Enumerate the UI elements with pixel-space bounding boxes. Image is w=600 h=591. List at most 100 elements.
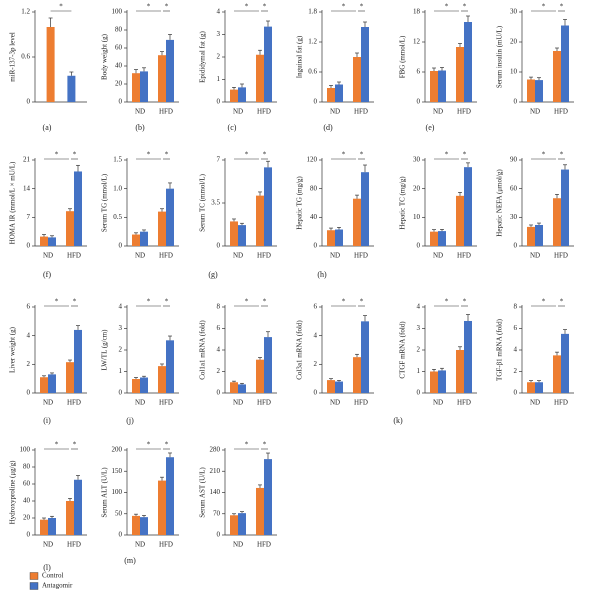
y-tick-label: 8: [217, 303, 221, 311]
bar: [166, 340, 174, 393]
x-tick-label: HFD: [159, 399, 173, 407]
y-tick-label: 80: [115, 26, 123, 34]
significance-star: *: [463, 298, 467, 306]
panel-label: (f): [43, 270, 51, 279]
y-tick-label: 0: [417, 98, 421, 106]
bar: [48, 374, 56, 393]
y-tick-label: 140: [210, 488, 221, 496]
bar: [553, 198, 561, 246]
significance-star: *: [147, 151, 151, 159]
bar: [230, 515, 238, 535]
significance-star: *: [445, 3, 449, 11]
y-tick-label: 0: [119, 98, 123, 106]
x-tick-label: ND: [135, 252, 145, 260]
y-tick-label: 4: [314, 331, 318, 339]
y-axis-label: Hydroxyproline (μg/g): [9, 460, 17, 524]
x-tick-label: HFD: [457, 252, 471, 260]
panel-label: (d): [323, 123, 333, 132]
y-tick-label: 210: [210, 467, 221, 475]
y-tick-label: 20: [23, 514, 31, 522]
y-tick-label: 1.5: [113, 156, 122, 164]
x-tick-label: HFD: [257, 108, 271, 116]
y-tick-label: 0: [119, 389, 123, 397]
bar: [456, 350, 464, 393]
significance-star: *: [360, 151, 364, 159]
significance-star: *: [55, 441, 59, 449]
x-tick-label: HFD: [554, 399, 568, 407]
y-tick-label: 8: [514, 303, 518, 311]
x-tick-label: ND: [330, 108, 340, 116]
bar: [535, 224, 543, 246]
significance-star: *: [463, 151, 467, 159]
bar: [74, 171, 82, 246]
y-tick-label: 0: [514, 242, 518, 250]
bar: [353, 198, 361, 246]
bar: [132, 73, 140, 102]
y-axis-label: Serum TC (mmol/L): [199, 173, 207, 231]
legend-swatch: [29, 582, 39, 590]
y-axis-label: Body weight (g): [101, 33, 109, 80]
x-tick-label: HFD: [354, 252, 368, 260]
bar: [527, 79, 535, 102]
y-tick-label: 200: [112, 446, 123, 454]
significance-star: *: [245, 441, 249, 449]
bar: [527, 382, 535, 393]
y-tick-label: 3: [417, 324, 421, 332]
bar: [48, 518, 56, 535]
y-axis-label: Serum insulin (mU/L): [496, 25, 504, 88]
bar: [335, 381, 343, 393]
x-tick-label: ND: [433, 252, 443, 260]
panel-label: (a): [43, 123, 52, 132]
y-tick-label: 20: [115, 80, 123, 88]
bar: [132, 515, 140, 535]
y-axis-label: Epididymal fat (g): [199, 30, 207, 82]
x-tick-label: HFD: [554, 108, 568, 116]
significance-star: *: [165, 3, 169, 11]
bar: [230, 221, 238, 246]
bar: [166, 457, 174, 535]
y-tick-label: 20: [413, 184, 421, 192]
y-tick-label: 10: [413, 213, 421, 221]
y-tick-label: 1.2: [21, 8, 30, 16]
bar: [230, 382, 238, 393]
y-tick-label: 80: [310, 184, 318, 192]
significance-star: *: [560, 151, 564, 159]
y-tick-label: 150: [112, 467, 123, 475]
x-tick-label: ND: [43, 541, 53, 549]
bar: [361, 172, 369, 246]
y-tick-label: 4: [417, 303, 421, 311]
y-tick-label: 2: [217, 367, 221, 375]
bar: [230, 89, 238, 102]
y-tick-label: 4: [119, 303, 123, 311]
significance-star: *: [165, 298, 169, 306]
y-tick-label: 18: [413, 8, 421, 16]
y-axis-label: Hepatic TG (mg/g): [296, 176, 304, 230]
y-tick-label: 20: [510, 38, 518, 46]
bar: [238, 513, 246, 535]
y-tick-label: 0: [27, 242, 31, 250]
bar: [430, 71, 438, 102]
y-tick-label: 4: [27, 331, 31, 339]
panel-label: (h): [317, 270, 327, 279]
x-tick-label: HFD: [354, 399, 368, 407]
bar: [561, 25, 569, 102]
bar: [456, 195, 464, 246]
panel-label: (c): [228, 123, 237, 132]
significance-star: *: [59, 3, 63, 11]
bar: [256, 195, 264, 246]
y-tick-label: 1: [217, 75, 221, 83]
y-tick-label: 0.6: [21, 53, 30, 61]
bar: [335, 229, 343, 246]
significance-star: *: [245, 3, 249, 11]
bar: [561, 333, 569, 393]
y-tick-label: 0: [119, 242, 123, 250]
y-tick-label: 7: [27, 213, 31, 221]
bar: [264, 337, 272, 393]
y-axis-label: Hepatic NEFA (μmol/g): [496, 169, 504, 237]
bar: [74, 479, 82, 535]
x-tick-label: ND: [530, 108, 540, 116]
x-tick-label: ND: [135, 108, 145, 116]
bar: [430, 371, 438, 393]
y-tick-label: 2: [314, 360, 318, 368]
bar: [335, 84, 343, 102]
